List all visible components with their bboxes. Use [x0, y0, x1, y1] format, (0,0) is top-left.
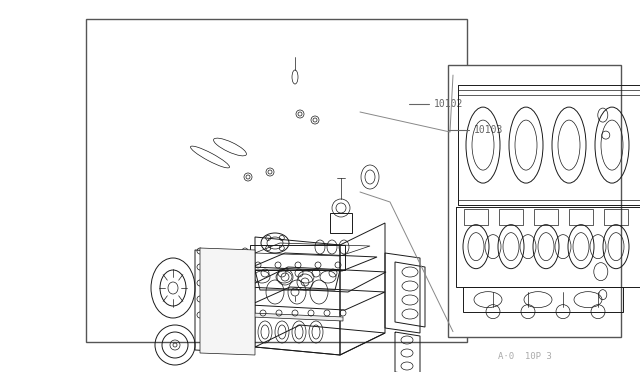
Polygon shape	[200, 248, 255, 355]
Text: 10103: 10103	[474, 125, 503, 135]
Bar	[448, 65, 621, 337]
Text: A·0  10P 3: A·0 10P 3	[498, 352, 552, 361]
Bar	[86, 19, 467, 342]
Text: 10102: 10102	[434, 99, 463, 109]
Polygon shape	[252, 313, 343, 321]
